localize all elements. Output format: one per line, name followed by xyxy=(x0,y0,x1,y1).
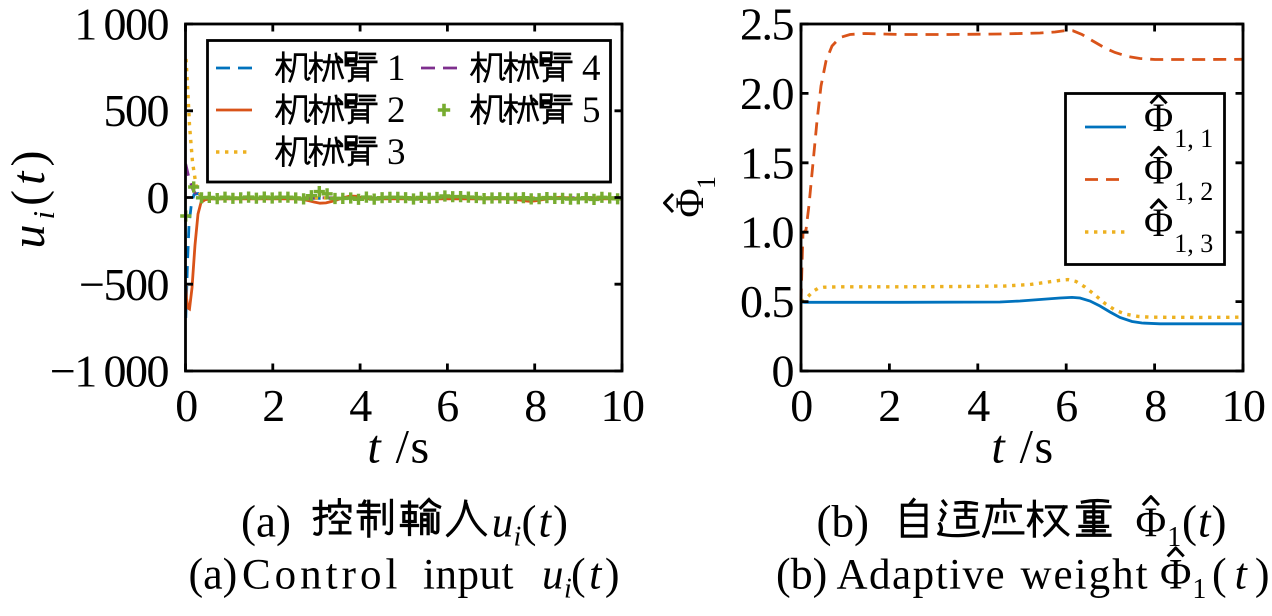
svg-text:(b): (b) xyxy=(817,497,869,547)
svg-text:Control: Control xyxy=(242,552,401,599)
svg-text:4: 4 xyxy=(967,380,990,431)
svg-text:(a): (a) xyxy=(189,550,238,599)
svg-text:4: 4 xyxy=(349,380,372,431)
svg-text:(t): (t) xyxy=(522,497,571,547)
svg-text:2.0: 2.0 xyxy=(740,68,794,119)
svg-text:−500: −500 xyxy=(79,259,168,310)
svg-text:input: input xyxy=(423,552,514,599)
svg-text:0: 0 xyxy=(147,172,169,223)
svg-text:2.5: 2.5 xyxy=(740,0,794,50)
svg-text:2: 2 xyxy=(387,90,406,131)
svg-text:500: 500 xyxy=(104,85,169,136)
svg-text:t /s: t /s xyxy=(991,421,1054,474)
svg-text:i: i xyxy=(514,522,522,553)
svg-text:1: 1 xyxy=(692,176,721,189)
svg-text:10: 10 xyxy=(601,380,645,431)
svg-text:2: 2 xyxy=(878,380,900,431)
svg-text:(t): (t) xyxy=(1212,550,1272,599)
svg-text:Φ: Φ xyxy=(1144,95,1173,140)
svg-text:4: 4 xyxy=(582,48,601,89)
svg-text:2: 2 xyxy=(262,380,284,431)
svg-text:8: 8 xyxy=(524,380,546,431)
svg-text:0: 0 xyxy=(772,346,794,397)
svg-text:1, 2: 1, 2 xyxy=(1174,177,1213,206)
svg-text:Adaptive: Adaptive xyxy=(837,552,1007,599)
svg-text:Φ: Φ xyxy=(1144,148,1173,193)
svg-text:u: u xyxy=(542,552,564,599)
svg-text:1: 1 xyxy=(1167,522,1181,553)
svg-text:0: 0 xyxy=(790,380,812,431)
svg-text:Φ: Φ xyxy=(667,188,712,217)
svg-text:(t): (t) xyxy=(571,550,623,599)
svg-text:Φ: Φ xyxy=(1160,552,1191,599)
svg-text:(a): (a) xyxy=(241,497,291,547)
svg-text:1, 1: 1, 1 xyxy=(1174,124,1213,153)
svg-text:6: 6 xyxy=(1055,380,1077,431)
svg-text:1 000: 1 000 xyxy=(74,0,168,50)
svg-text:5: 5 xyxy=(582,90,601,131)
svg-text:10: 10 xyxy=(1222,380,1266,431)
svg-text:weight: weight xyxy=(1021,552,1150,599)
svg-text:u: u xyxy=(492,500,514,547)
svg-text:6: 6 xyxy=(436,380,458,431)
svg-text:ui(t): ui(t) xyxy=(2,146,61,249)
svg-text:0: 0 xyxy=(175,380,197,431)
svg-text:(t): (t) xyxy=(1182,497,1228,547)
svg-text:t /s: t /s xyxy=(367,421,430,474)
svg-text:Φ: Φ xyxy=(1136,501,1167,547)
svg-text:0.5: 0.5 xyxy=(740,276,794,327)
svg-text:−1 000: −1 000 xyxy=(50,346,169,397)
svg-text:Φ: Φ xyxy=(1144,200,1173,245)
svg-text:1: 1 xyxy=(387,48,406,89)
svg-text:1.0: 1.0 xyxy=(740,207,794,258)
svg-text:1: 1 xyxy=(1192,574,1206,605)
svg-text:1, 3: 1, 3 xyxy=(1174,229,1213,258)
svg-text:i: i xyxy=(564,574,572,605)
svg-text:8: 8 xyxy=(1144,380,1166,431)
svg-text:1.5: 1.5 xyxy=(740,137,794,188)
svg-text:3: 3 xyxy=(387,132,406,173)
svg-text:(b): (b) xyxy=(776,550,827,599)
